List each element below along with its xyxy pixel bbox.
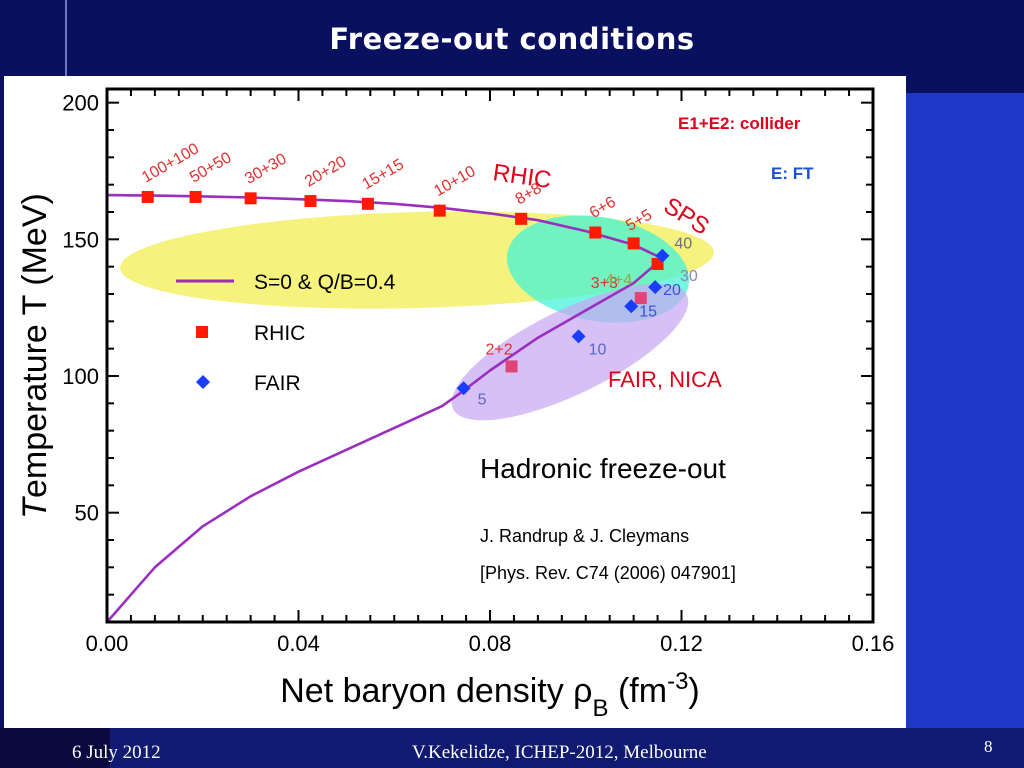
- y-tick-label: 100: [62, 364, 99, 389]
- theory-curve: [105, 193, 664, 623]
- footer-left-band: [0, 728, 110, 768]
- point-label: 30+30: [242, 151, 290, 188]
- slide-title: Freeze-out conditions: [329, 22, 695, 56]
- x-tick-label: 0.00: [86, 631, 129, 656]
- data-marker-0-3: [304, 195, 317, 208]
- data-marker-0-2: [244, 192, 257, 205]
- annotation: FAIR, NICA: [608, 367, 722, 392]
- point-label: 20+20: [302, 153, 350, 190]
- data-marker-0-7: [589, 226, 602, 239]
- y-tick-label: 50: [75, 501, 99, 526]
- y-tick-label: 200: [62, 91, 99, 116]
- x-tick-label: 0.12: [660, 631, 703, 656]
- annotation: 4+4: [605, 272, 632, 289]
- data-marker-0-6: [515, 212, 528, 225]
- data-marker-2-0: [456, 381, 471, 396]
- data-marker-0-0: [141, 190, 154, 203]
- x-tick-label: 0.16: [852, 631, 895, 656]
- point-label: 5: [478, 391, 487, 408]
- data-marker-1-0: [505, 360, 518, 373]
- chart-panel: 100+100 50+50 30+30 20+20 15+15 10+10 8+8 6+6 5+…: [4, 76, 906, 728]
- data-marker-2-1: [571, 329, 586, 344]
- point-label: 15+15: [359, 156, 407, 193]
- point-label: 20: [663, 282, 681, 299]
- data-marker-0-8: [627, 237, 640, 250]
- data-marker-0-4: [361, 197, 374, 210]
- data-marker-0-1: [189, 190, 202, 203]
- legend-label: S=0 & Q/B=0.4: [254, 271, 396, 294]
- point-label: 2+2: [486, 341, 513, 358]
- legend-label: RHIC: [254, 322, 305, 345]
- regions-layer: [120, 211, 714, 421]
- footer-center: V.Kekelidze, ICHEP-2012, Melbourne: [412, 742, 707, 763]
- point-label: 15: [639, 303, 657, 320]
- legend-square-swatch: [196, 326, 208, 338]
- x-axis-title: Net baryon density ρB (fm-3): [280, 668, 700, 722]
- footer-date: 6 July 2012: [72, 742, 161, 763]
- data-marker-2-4: [655, 248, 670, 263]
- point-label: 40: [674, 236, 692, 253]
- annotation: J. Randrup & J. Cleymans: [480, 526, 689, 546]
- annotation: [Phys. Rev. C74 (2006) 047901]: [480, 563, 736, 583]
- x-tick-label: 0.04: [277, 631, 320, 656]
- annotation: Hadronic freeze-out: [480, 453, 726, 484]
- markers-layer: [141, 190, 670, 396]
- x-tick-label: 0.08: [469, 631, 512, 656]
- legend-diamond-swatch: [196, 375, 210, 389]
- annotation: 30: [680, 268, 698, 285]
- right-blue-band: [906, 93, 1024, 728]
- legend-label: FAIR: [254, 372, 301, 395]
- data-marker-2-3: [648, 280, 663, 295]
- annotation: RHIC: [491, 159, 553, 194]
- point-label: 10: [589, 341, 607, 358]
- curve-layer: [105, 193, 664, 623]
- y-tick-label: 150: [62, 227, 99, 252]
- y-axis-title: Temperature T (MeV): [16, 193, 54, 519]
- axes-layer: [105, 87, 875, 624]
- region-3: [451, 283, 689, 421]
- data-marker-0-5: [433, 204, 446, 217]
- data-marker-2-2: [624, 299, 639, 314]
- data-marker-1-1: [634, 292, 647, 305]
- point-label: 10+10: [431, 163, 479, 200]
- point-label: 3+3: [591, 275, 618, 292]
- footer-band: [110, 728, 1024, 768]
- page-number: 8: [984, 737, 993, 756]
- annotation: E: FT: [771, 164, 814, 183]
- annotation: E1+E2: collider: [678, 114, 801, 133]
